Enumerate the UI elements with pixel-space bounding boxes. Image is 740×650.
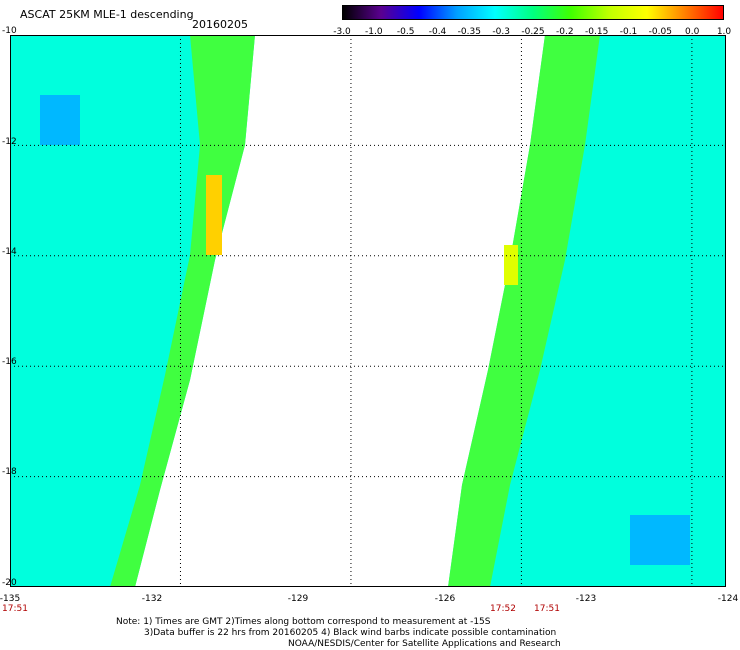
colorbar-label: -0.4 bbox=[428, 27, 447, 37]
lon-tick-129: -129 bbox=[287, 594, 309, 604]
colorbar-label: 1.0 bbox=[716, 27, 732, 37]
swath-left-anomaly bbox=[206, 175, 222, 255]
swath-right-anomaly bbox=[504, 245, 518, 285]
colorbar-label: -0.2 bbox=[556, 27, 574, 37]
time-label-right: 17:51 bbox=[534, 604, 560, 614]
lat-tick-16: -16 bbox=[2, 357, 17, 367]
footnote: Note: 1) Times are GMT 2)Times along bot… bbox=[116, 617, 561, 650]
swath-left bbox=[10, 35, 255, 587]
low-value-patch-1 bbox=[40, 95, 80, 145]
footnote-line-2: 3)Data buffer is 22 hrs from 20160205 4)… bbox=[144, 628, 557, 638]
lon-tick-123: -123 bbox=[575, 594, 597, 604]
colorbar-label: 0.0 bbox=[684, 27, 700, 37]
lon-tick-132: -132 bbox=[141, 594, 163, 604]
swath-left-edge bbox=[110, 35, 255, 587]
lat-tick-12: -12 bbox=[2, 137, 17, 147]
map-date: 20160205 bbox=[192, 18, 248, 31]
colorbar-label: -3.0 bbox=[333, 27, 351, 37]
lat-tick-10: -10 bbox=[2, 26, 17, 36]
lat-tick-20: -20 bbox=[2, 578, 17, 588]
footnote-line-3: NOAA/NESDIS/Center for Satellite Applica… bbox=[288, 639, 561, 649]
colorbar-label: -0.3 bbox=[492, 27, 510, 37]
colorbar-label: -1.0 bbox=[365, 27, 383, 37]
lon-tick-124: -124 bbox=[717, 594, 739, 604]
colorbar-label: -0.15 bbox=[585, 27, 609, 37]
colorbar bbox=[342, 5, 724, 20]
time-label-mid: 17:52 bbox=[490, 604, 516, 614]
map-frame bbox=[10, 35, 726, 587]
colorbar-label: -0.25 bbox=[521, 27, 545, 37]
time-label-left: 17:51 bbox=[2, 604, 28, 614]
low-value-patch-2 bbox=[630, 515, 690, 565]
lat-tick-18: -18 bbox=[2, 467, 17, 477]
colorbar-label: -0.05 bbox=[648, 27, 672, 37]
lon-tick-126: -126 bbox=[434, 594, 456, 604]
colorbar-label: -0.35 bbox=[457, 27, 481, 37]
swath-right-edge bbox=[448, 35, 600, 587]
lat-tick-14: -14 bbox=[2, 247, 17, 257]
colorbar-label: -0.5 bbox=[396, 27, 415, 37]
ascat-swath-map bbox=[10, 35, 726, 587]
colorbar-label: -0.1 bbox=[619, 27, 638, 37]
footnote-line-1: Note: 1) Times are GMT 2)Times along bot… bbox=[116, 617, 491, 627]
map-title: ASCAT 25KM MLE-1 descending bbox=[20, 8, 194, 21]
lon-tick-135: -135 bbox=[0, 594, 21, 604]
